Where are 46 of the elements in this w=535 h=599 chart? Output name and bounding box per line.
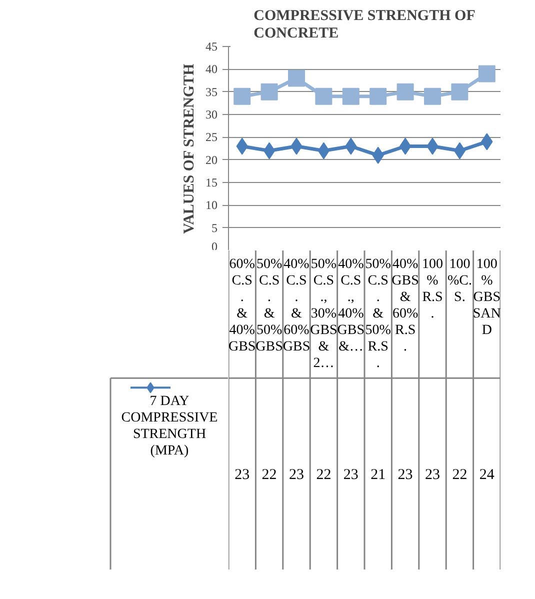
y-tick-label: 10	[206, 198, 218, 212]
point	[451, 83, 468, 100]
y-tick-label: 30	[206, 108, 218, 122]
x-tick-label: 50%C.S. & 50% GBS	[256, 256, 283, 354]
point	[288, 70, 305, 87]
point	[370, 88, 387, 105]
x-tick-label: 100%C.S.	[447, 256, 472, 305]
data-label: 21	[370, 466, 386, 483]
x-tick-label: 40% GBS & 60% R.S.	[392, 256, 419, 354]
data-label: 23	[425, 466, 440, 483]
x-tick-label: 50%C.S., 30% GBS & 2…	[310, 256, 338, 371]
y-tick-label: 35	[206, 84, 218, 99]
data-label: 23	[289, 466, 304, 483]
x-tick-label: 50%C.S. & 50% R.S.	[365, 256, 392, 371]
x-tick-label: 40%C.S., 40% GBS &…	[337, 256, 365, 354]
data-label: 22	[316, 466, 332, 483]
x-tick-label: 100% R.S.	[422, 256, 443, 322]
legend-label: 7 DAY COMPRESSIVE STRENGTH (MPA)	[121, 394, 218, 459]
chart-title: COMPRESSIVE STRENGTH OF CONCRETE	[254, 8, 476, 42]
x-tick-label: 40%C.S. & 60% GBS	[282, 256, 310, 354]
data-label: 23	[343, 466, 358, 483]
point	[478, 65, 496, 82]
y-tick-label: 15	[206, 176, 218, 190]
point	[318, 142, 330, 160]
data-label: 24	[479, 466, 495, 483]
point	[234, 88, 251, 105]
data-label: 22	[262, 466, 277, 483]
y-tick-label: 20	[206, 152, 218, 167]
point	[399, 138, 412, 155]
point	[424, 88, 441, 105]
y-tick-label: 5	[212, 220, 218, 235]
point	[342, 88, 360, 105]
point	[260, 83, 278, 100]
y-tick-label: 25	[206, 130, 218, 144]
x-tick-label: 100% GBS SAND	[472, 256, 501, 338]
data-label: 23	[398, 466, 413, 483]
point	[263, 142, 276, 160]
y-axis-title: VALUES OF STRENGTH	[182, 63, 198, 234]
y-tick-label: 45	[206, 40, 218, 54]
point	[315, 88, 332, 105]
point	[454, 142, 466, 160]
y-tick-label: 40	[206, 62, 218, 76]
point	[396, 83, 414, 100]
data-label: 22	[452, 466, 468, 483]
data-label: 23	[234, 466, 250, 483]
x-tick-label: 60% C.S. & 40% GBS	[228, 256, 256, 354]
